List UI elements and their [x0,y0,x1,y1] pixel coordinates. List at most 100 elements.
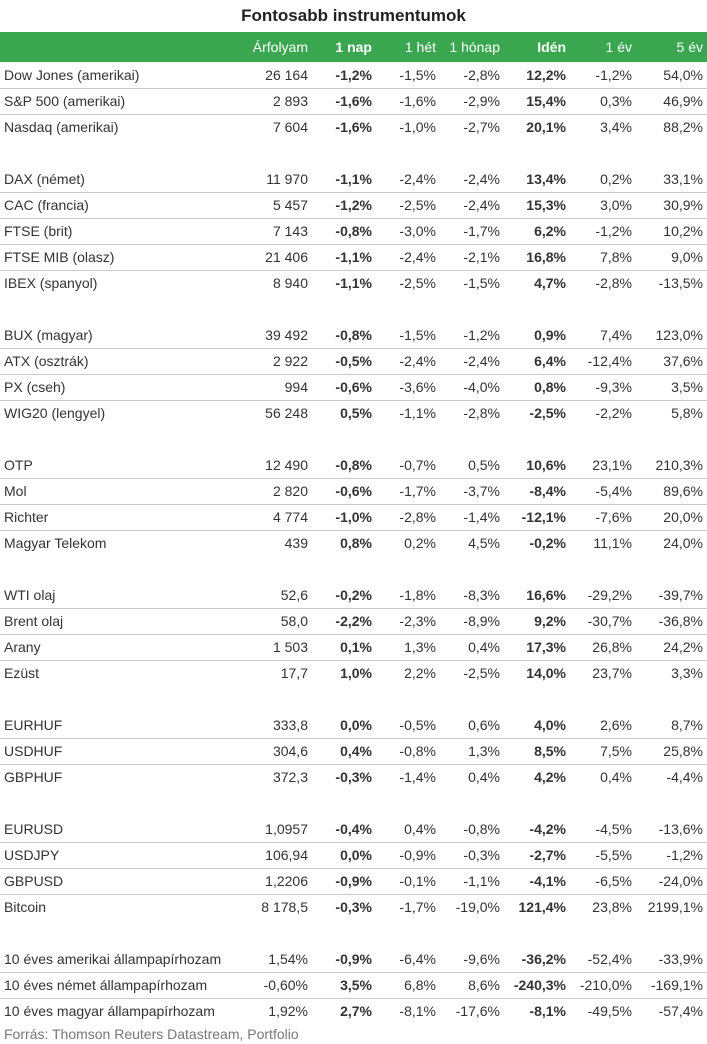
change-1-day-cell: -1,6% [312,88,376,115]
change-1-month-cell: -1,1% [440,868,504,895]
table-row: FTSE MIB (olasz) 21 406 -1,1% -2,4% -2,1% 16,… [0,244,707,271]
instrument-name-cell: EURUSD [0,816,228,843]
table-row: OTP 12 490 -0,8% -0,7% 0,5% 10,6% 23,1% 210,3% [0,452,707,479]
instrument-name-cell: S&P 500 (amerikai) [0,88,228,115]
change-1-month-cell: 0,4% [440,634,504,661]
change-1-month-cell: -19,0% [455,899,500,916]
table-row: FTSE (brit) 7 143 -0,8% -3,0% -1,7% 6,2% -1,2%… [0,218,707,245]
change-1-day-cell: -0,6% [312,478,376,505]
change-1-year-cell: 7,4% [570,322,636,349]
change-5-year-cell: 123,0% [636,322,707,349]
table-row: EURHUF 333,8 0,0% -0,5% 0,6% 4,0% 2,6% 8,7% [0,712,707,739]
change-1-week-cell: -2,5% [376,192,440,219]
change-1-month-cell: -2,7% [463,119,500,136]
change-5-year-cell: 30,9% [636,192,707,219]
change-1-week-cell: -1,5% [376,322,440,349]
change-1-year-cell: 7,8% [570,244,636,271]
change-1-week-cell: -0,8% [376,738,440,765]
change-1-week-cell: 2,2% [404,665,436,682]
price-cell: 56 248 [265,405,308,422]
change-5-year-cell: 9,0% [636,244,707,271]
change-1-month-cell: -0,3% [440,842,504,869]
change-5-year-cell: 54,0% [636,62,707,89]
instrument-name-cell: Bitcoin [4,899,47,916]
change-1-year-cell: 2,6% [570,712,636,739]
change-5-year-cell: -24,0% [636,868,707,895]
change-1-month-cell: -1,4% [440,504,504,531]
change-ytd-cell: -0,2% [529,535,566,552]
change-ytd-cell: 6,4% [504,348,570,375]
price-cell: 2 893 [228,88,312,115]
table-row: S&P 500 (amerikai) 2 893 -1,6% -1,6% -2,9% 15… [0,88,707,115]
table-row: Arany 1 503 0,1% 1,3% 0,4% 17,3% 26,8% 24,2% [0,634,707,661]
change-5-year-cell: 33,1% [636,166,707,193]
instrument-name-cell: FTSE (brit) [0,218,228,245]
change-1-year-cell: -2,2% [595,405,632,422]
change-1-week-cell: -3,0% [376,218,440,245]
change-1-year-cell: 23,7% [592,665,632,682]
table-row: 10 éves német állampapírhozam -0,60% 3,5% 6… [0,972,707,999]
price-cell: 58,0 [228,608,312,635]
table-row: PX (cseh) 994 -0,6% -3,6% -4,0% 0,8% -9,3% 3,5% [0,374,707,401]
change-1-week-cell: -8,1% [399,1003,436,1020]
price-cell: 21 406 [228,244,312,271]
price-cell: 2 922 [228,348,312,375]
table-row: Richter 4 774 -1,0% -2,8% -1,4% -12,1% -7,6% 20… [0,504,707,531]
instrument-name-cell: GBPHUF [4,769,63,786]
change-ytd-cell: 121,4% [518,899,566,916]
change-ytd-cell: 0,9% [504,322,570,349]
group-spacer [0,920,707,946]
change-1-day-cell: -0,9% [312,868,376,895]
change-1-year-cell: -9,3% [570,374,636,401]
change-1-year-cell: 23,1% [570,452,636,479]
table-row: DAX (német) 11 970 -1,1% -2,4% -2,4% 13,4% 0,2… [0,166,707,193]
change-5-year-cell: 24,2% [636,634,707,661]
change-1-week-cell: -1,6% [376,88,440,115]
change-ytd-cell: 13,4% [504,166,570,193]
change-1-year-cell: -1,2% [570,62,636,89]
change-1-year-cell: 0,2% [570,166,636,193]
price-cell: 8 940 [272,275,308,292]
change-1-week-cell: 0,4% [376,816,440,843]
price-cell: 1 503 [228,634,312,661]
table-row: Dow Jones (amerikai) 26 164 -1,2% -1,5% -2,8… [0,62,707,89]
change-1-week-cell: -2,5% [399,275,436,292]
price-cell: 4 774 [228,504,312,531]
instrument-name-cell: Arany [0,634,228,661]
table-row: CAC (francia) 5 457 -1,2% -2,5% -2,4% 15,3% 3,… [0,192,707,219]
change-1-day-cell: 0,1% [312,634,376,661]
header-ytd: Idén [537,39,566,55]
table-row: WTI olaj 52,6 -0,2% -1,8% -8,3% 16,6% -29,2% -3… [0,582,707,609]
change-5-year-cell: -39,7% [636,582,707,609]
table-row: ATX (osztrák) 2 922 -0,5% -2,4% -2,4% 6,4% -12… [0,348,707,375]
change-5-year-cell: 5,8% [671,405,703,422]
change-1-day-cell: -1,1% [312,244,376,271]
change-1-year-cell: -2,8% [595,275,632,292]
change-5-year-cell: 3,5% [636,374,707,401]
change-ytd-cell: 17,3% [504,634,570,661]
change-1-month-cell: 0,5% [440,452,504,479]
change-5-year-cell: -4,4% [666,769,703,786]
change-1-year-cell: -29,2% [570,582,636,609]
change-1-month-cell: 8,6% [440,972,504,999]
change-1-day-cell: -1,0% [312,504,376,531]
change-1-week-cell: -1,1% [399,405,436,422]
header-1-day: 1 nap [335,39,372,55]
price-cell: 26 164 [228,62,312,89]
change-1-day-cell: 0,5% [340,405,372,422]
change-1-week-cell: -0,9% [376,842,440,869]
change-1-month-cell: 4,5% [468,535,500,552]
change-1-day-cell: -0,3% [335,899,372,916]
change-1-month-cell: 1,3% [440,738,504,765]
change-1-day-cell: -0,5% [312,348,376,375]
change-ytd-cell: 12,2% [504,62,570,89]
instrument-name-cell: BUX (magyar) [0,322,228,349]
change-1-week-cell: 0,2% [404,535,436,552]
change-1-month-cell: -2,1% [440,244,504,271]
change-1-month-cell: -2,4% [440,166,504,193]
instrument-name-cell: OTP [0,452,228,479]
change-1-year-cell: 11,1% [593,535,632,552]
change-1-day-cell: -0,2% [312,582,376,609]
instrument-name-cell: IBEX (spanyol) [4,275,98,292]
change-5-year-cell: 88,2% [663,119,703,136]
